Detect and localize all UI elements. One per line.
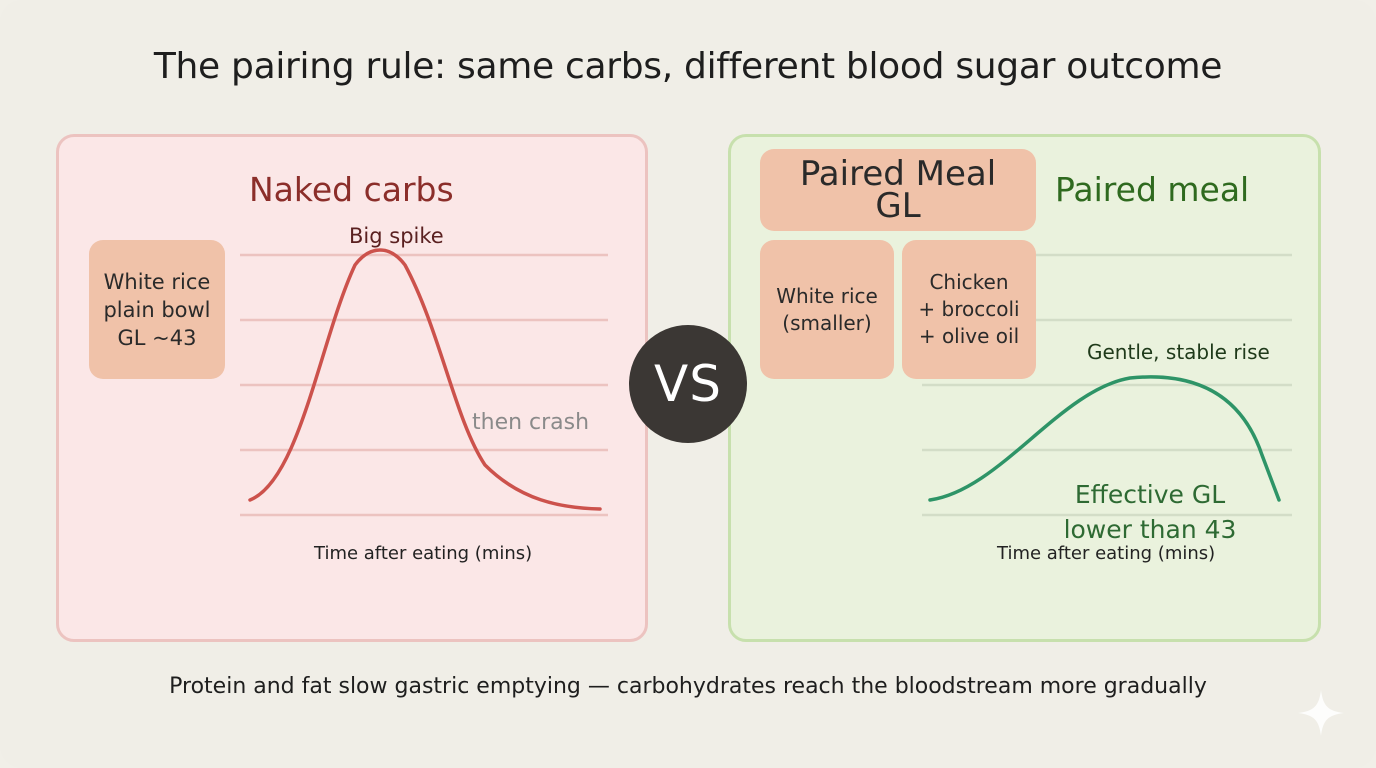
paired-meal-gl-label: Paired Meal GL: [799, 154, 997, 226]
spike-curve: [248, 248, 602, 511]
white-rice-smaller-box: White rice (smaller): [760, 240, 894, 379]
then-crash-label: then crash: [472, 410, 590, 435]
paired-meal-gl-box: Paired Meal GL: [760, 149, 1036, 231]
big-spike-label: Big spike: [349, 224, 444, 248]
white-rice-smaller-label: White rice (smaller): [776, 283, 878, 335]
effective-gl-text: Effective GL lower than 43: [1063, 480, 1237, 544]
vs-badge: VS: [629, 325, 747, 443]
naked-carbs-panel: Naked carbs: [56, 134, 648, 642]
white-rice-plain-label: White rice plain bowl GL ~43: [103, 269, 211, 350]
white-rice-plain-box: White rice plain bowl GL ~43: [89, 240, 225, 379]
paired-meal-heading: Paired meal: [1055, 170, 1250, 209]
stable-curve: [928, 375, 1281, 502]
gentle-rise-label: Gentle, stable rise: [1087, 340, 1270, 364]
chicken-broccoli-label: Chicken + broccoli + olive oil: [918, 270, 1020, 348]
effective-gl-label: Effective GL lower than 43: [1040, 442, 1260, 547]
left-x-axis-label: Time after eating (mins): [314, 543, 533, 564]
chicken-broccoli-box: Chicken + broccoli + olive oil: [902, 240, 1036, 379]
sparkle-icon: [1298, 690, 1344, 736]
right-x-axis-label: Time after eating (mins): [997, 543, 1216, 564]
naked-carbs-heading: Naked carbs: [249, 170, 454, 209]
footer-note: Protein and fat slow gastric emptying — …: [169, 674, 1207, 699]
page-title: The pairing rule: same carbs, different …: [153, 46, 1223, 87]
